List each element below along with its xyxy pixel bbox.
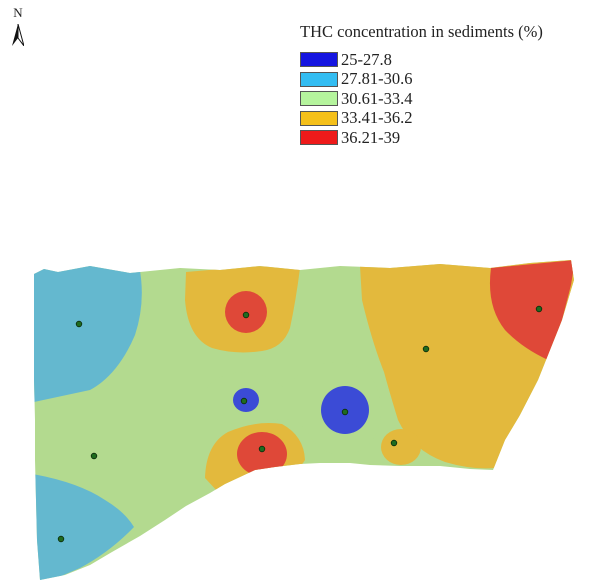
sample-point: [390, 439, 398, 447]
legend-label: 36.21-39: [341, 127, 401, 147]
legend-swatch: [300, 110, 338, 126]
legend-title: THC concentration in sediments (%): [300, 22, 543, 41]
legend-label: 27.81-30.6: [341, 69, 413, 89]
sample-point: [341, 408, 349, 416]
north-arrow-indicator: N: [8, 6, 28, 46]
legend-label: 30.61-33.4: [341, 88, 413, 108]
legend-item-class-1: 25-27.8: [300, 50, 543, 70]
legend-item-class-2: 27.81-30.6: [300, 69, 543, 90]
legend-label: 25-27.8: [341, 49, 392, 69]
legend-item-class-5: 36.21-39: [300, 128, 543, 148]
north-label: N: [13, 5, 23, 20]
legend-swatch: [300, 52, 338, 68]
zone-maximum-east: [489, 260, 574, 360]
sample-point: [75, 320, 83, 328]
zone-southwest: [34, 472, 134, 580]
zone-southeast-small: [381, 429, 421, 465]
legend-label: 33.41-36.2: [341, 108, 413, 128]
legend-item-class-4: 33.41-36.2: [300, 108, 543, 129]
sample-points: [57, 305, 543, 543]
sample-point: [57, 535, 65, 543]
sample-point: [240, 397, 248, 405]
legend-swatch: [300, 91, 338, 107]
sample-point: [90, 452, 98, 460]
legend: THC concentration in sediments (%) 25-27…: [300, 22, 543, 148]
legend-swatch: [300, 71, 338, 87]
legend-item-class-3: 30.61-33.4: [300, 89, 543, 109]
interpolated-surface: [34, 260, 574, 580]
zone-northwest: [34, 260, 142, 402]
sample-point: [422, 345, 430, 353]
sample-point: [535, 305, 543, 313]
sample-point: [242, 311, 250, 319]
sample-point: [258, 445, 266, 453]
legend-swatch: [300, 130, 338, 146]
zone-maximum-south: [237, 432, 287, 476]
north-arrow-icon: [12, 24, 24, 46]
